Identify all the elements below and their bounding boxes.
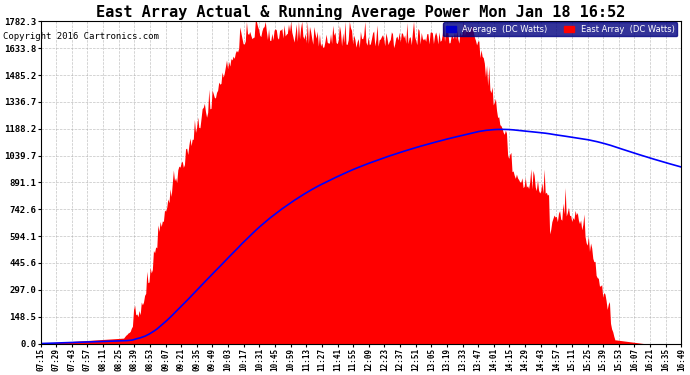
Text: Copyright 2016 Cartronics.com: Copyright 2016 Cartronics.com — [3, 32, 159, 41]
Legend: Average  (DC Watts), East Array  (DC Watts): Average (DC Watts), East Array (DC Watts… — [443, 22, 677, 36]
Title: East Array Actual & Running Average Power Mon Jan 18 16:52: East Array Actual & Running Average Powe… — [97, 4, 626, 20]
